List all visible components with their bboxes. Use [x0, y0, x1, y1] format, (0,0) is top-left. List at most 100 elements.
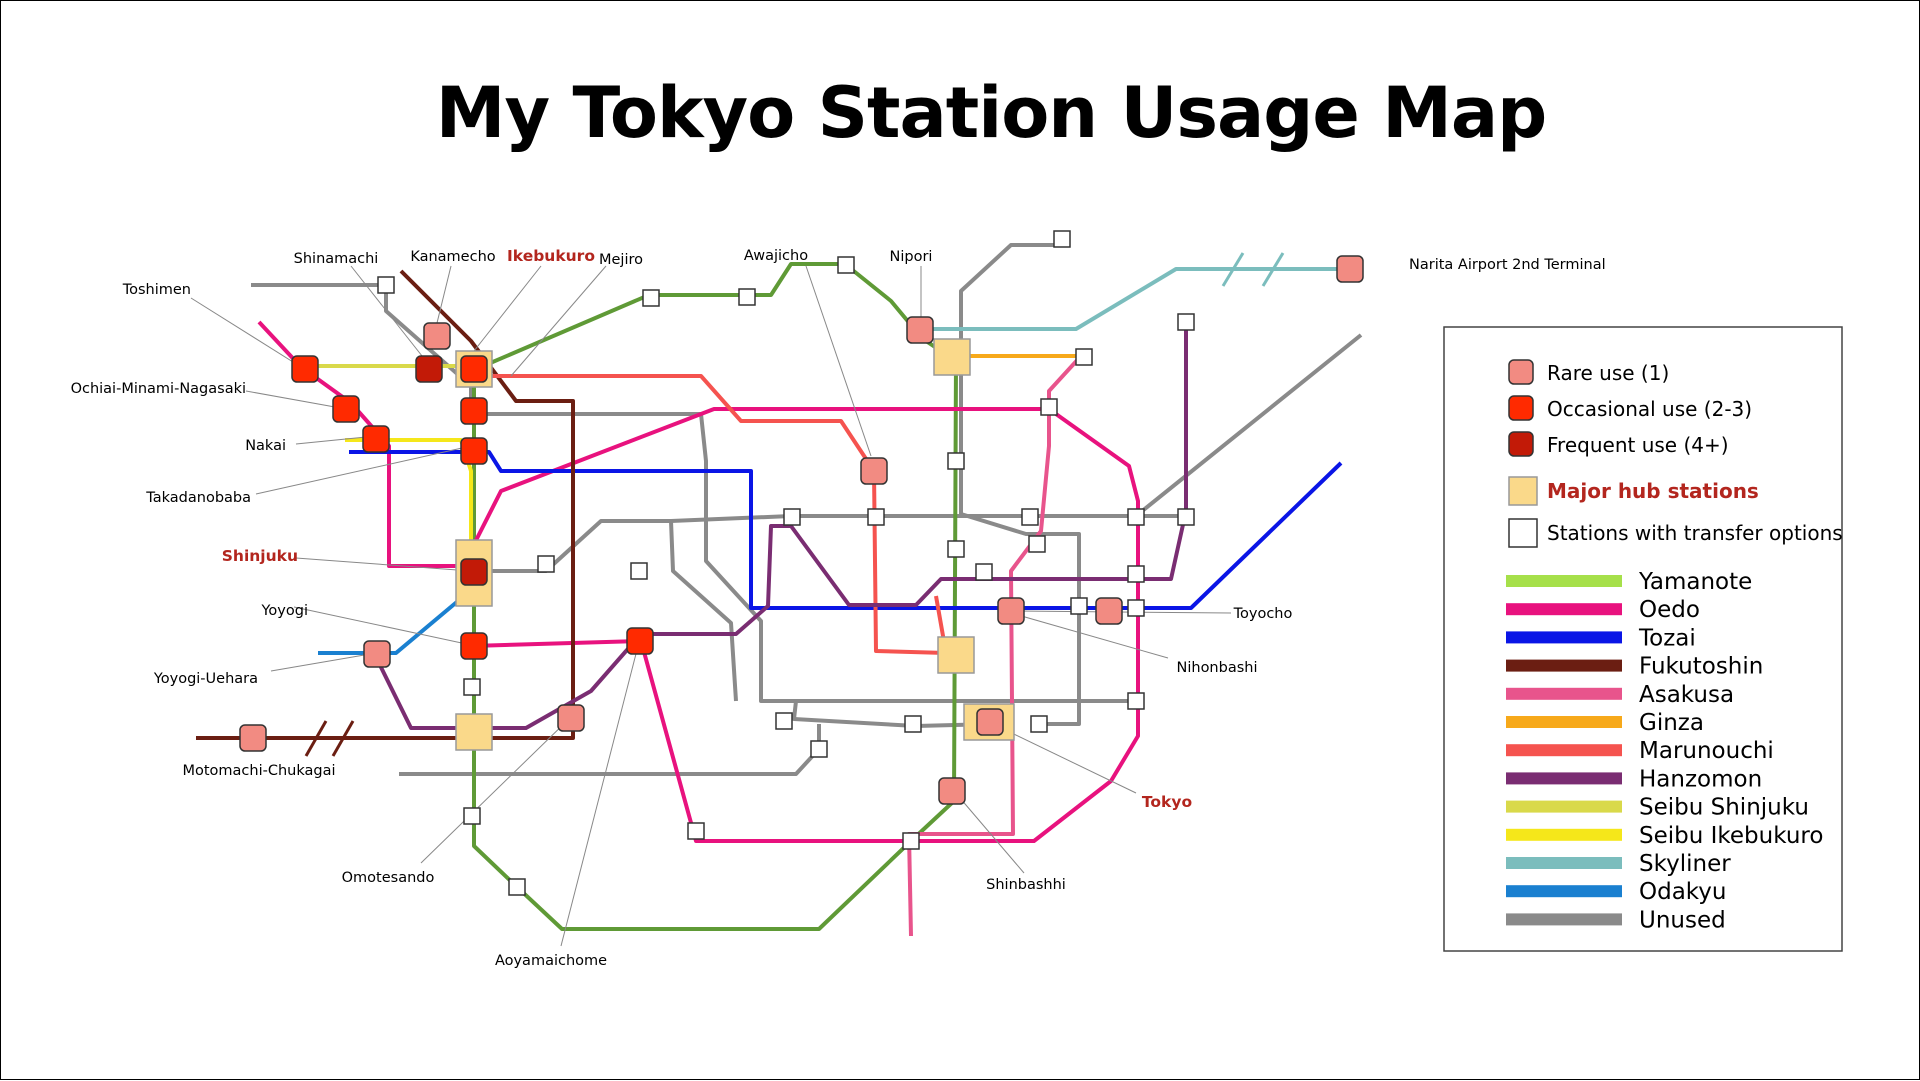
- label-kanamecho: Kanamecho: [410, 249, 495, 265]
- legend-hub-label: Major hub stations: [1547, 479, 1759, 503]
- transfer-station[interactable]: [947, 540, 965, 558]
- station-shinbashi[interactable]: [938, 777, 966, 805]
- legend-transfer-label: Stations with transfer options: [1547, 521, 1843, 545]
- label-ikebukuro: Ikebukuro: [507, 247, 595, 265]
- line-break-markers: [304, 720, 355, 757]
- transfer-station[interactable]: [630, 562, 648, 580]
- transfer-station[interactable]: [975, 563, 993, 581]
- label-takadanobaba: Takadanobaba: [145, 490, 251, 506]
- legend-line-swatch: [1506, 857, 1622, 869]
- transfer-station[interactable]: [377, 276, 395, 294]
- label-ochiai: Ochiai-Minami-Nagasaki: [71, 381, 246, 397]
- transfer-station[interactable]: [537, 555, 555, 573]
- label-aoyamaichome: Aoyamaichome: [495, 953, 607, 969]
- legend-occasional-label: Occasional use (2-3): [1547, 397, 1752, 421]
- transfer-station[interactable]: [1028, 535, 1046, 553]
- station-labels: Toshimen Shinamachi Kanamecho Ikebukuro …: [71, 247, 1606, 969]
- legend-line-label: Unused: [1639, 907, 1726, 933]
- station-mejiro[interactable]: [460, 397, 488, 425]
- label-omotesando: Omotesando: [342, 870, 435, 886]
- label-nakai: Nakai: [245, 438, 286, 454]
- transfer-station[interactable]: [775, 712, 793, 730]
- label-shinamachi: Shinamachi: [294, 251, 379, 267]
- line-fukutoshin: [196, 269, 575, 740]
- label-toyocho: Toyocho: [1233, 606, 1293, 622]
- rail-lines: [196, 243, 1363, 937]
- station-shinamachi[interactable]: [415, 355, 443, 383]
- station-shinjuku[interactable]: [460, 558, 488, 586]
- transfer-station[interactable]: [1127, 508, 1145, 526]
- station-nakai[interactable]: [362, 425, 390, 453]
- transfer-station[interactable]: [1040, 398, 1058, 416]
- legend-line-swatch: [1506, 575, 1622, 587]
- transfer-station[interactable]: [810, 740, 828, 758]
- legend-line-swatch: [1506, 716, 1622, 728]
- transfer-station[interactable]: [904, 715, 922, 733]
- transfer-station[interactable]: [1177, 313, 1195, 331]
- transfer-station[interactable]: [867, 508, 885, 526]
- label-awajicho: Awajicho: [744, 248, 808, 264]
- station-kanamecho[interactable]: [423, 322, 451, 350]
- transfer-station[interactable]: [783, 508, 801, 526]
- line-hanzomon: [371, 321, 1188, 730]
- transfer-station[interactable]: [687, 822, 705, 840]
- line-marunouchi: [474, 374, 948, 655]
- transfer-station[interactable]: [947, 452, 965, 470]
- legend-usage: Rare use (1) Occasional use (2-3) Freque…: [1508, 359, 1843, 548]
- hub-nipori[interactable]: [933, 338, 971, 376]
- line-asakusa: [907, 354, 1083, 937]
- transfer-station[interactable]: [738, 288, 756, 306]
- label-mejiro: Mejiro: [599, 252, 643, 268]
- hub-ueno[interactable]: [937, 636, 975, 674]
- transfer-station[interactable]: [1070, 597, 1088, 615]
- label-tokyo: Tokyo: [1142, 793, 1192, 811]
- legend-hub-swatch: [1508, 476, 1538, 506]
- transfer-station[interactable]: [1021, 508, 1039, 526]
- transfer-station[interactable]: [1053, 230, 1071, 248]
- transfer-station[interactable]: [508, 878, 526, 896]
- station-yoyogi[interactable]: [460, 632, 488, 660]
- station-ikebukuro[interactable]: [460, 355, 488, 383]
- station-aoyamaichome[interactable]: [626, 627, 654, 655]
- transfer-station[interactable]: [1127, 565, 1145, 583]
- station-ochiai[interactable]: [332, 395, 360, 423]
- station-yoyogi-uehara[interactable]: [363, 640, 391, 668]
- transfer-station[interactable]: [837, 256, 855, 274]
- legend-line-label: Odakyu: [1639, 879, 1727, 905]
- station-motomachi[interactable]: [239, 724, 267, 752]
- station-narita[interactable]: [1336, 255, 1364, 283]
- transfer-station[interactable]: [1127, 692, 1145, 710]
- station-toshimen[interactable]: [291, 355, 319, 383]
- station-nihonbashi[interactable]: [997, 597, 1025, 625]
- transfer-station[interactable]: [1075, 348, 1093, 366]
- station-nipori[interactable]: [906, 316, 934, 344]
- legend-line-label: Skyliner: [1639, 851, 1731, 877]
- transfer-station[interactable]: [642, 289, 660, 307]
- legend-transfer-swatch: [1508, 518, 1538, 548]
- hub-shibuya[interactable]: [455, 713, 493, 751]
- legend-line-label: Yamanote: [1638, 569, 1752, 595]
- legend-line-label: Fukutoshin: [1639, 654, 1763, 680]
- transfer-station[interactable]: [463, 678, 481, 696]
- page-title: My Tokyo Station Usage Map: [436, 72, 1546, 154]
- label-toshimen: Toshimen: [122, 282, 191, 298]
- transfer-station[interactable]: [463, 807, 481, 825]
- station-takadanobaba[interactable]: [460, 437, 488, 465]
- label-leader-lines: [190, 265, 1232, 947]
- transfer-station[interactable]: [1127, 599, 1145, 617]
- station-awajicho[interactable]: [860, 457, 888, 485]
- line-odakyu: [318, 599, 460, 655]
- legend-line-label: Seibu Ikebukuro: [1639, 823, 1823, 849]
- legend-line-label: Ginza: [1639, 710, 1704, 736]
- label-nipori: Nipori: [890, 249, 933, 265]
- legend-line-label: Tozai: [1638, 625, 1696, 651]
- legend-line-swatch: [1506, 631, 1622, 644]
- transfer-station[interactable]: [902, 832, 920, 850]
- station-tokyo[interactable]: [976, 708, 1004, 736]
- station-toyocho[interactable]: [1095, 597, 1123, 625]
- transfer-station[interactable]: [1177, 508, 1195, 526]
- transfer-station[interactable]: [1030, 715, 1048, 733]
- station-omotesando[interactable]: [557, 704, 585, 732]
